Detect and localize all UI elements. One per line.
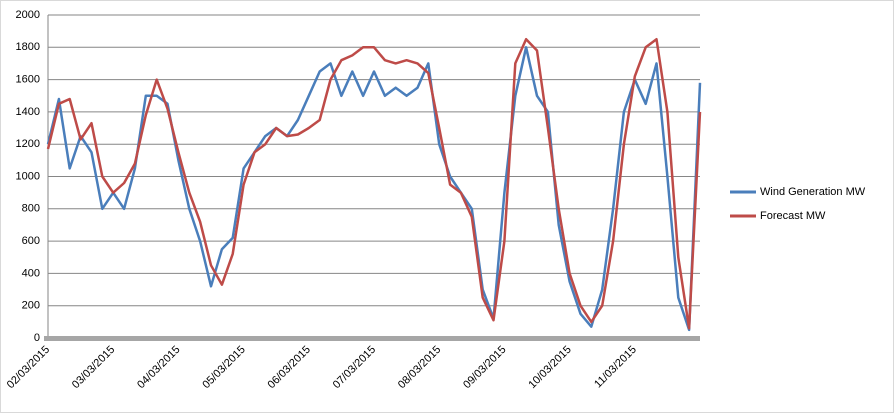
y-tick-label: 1200: [16, 138, 40, 150]
y-tick-label: 2000: [16, 9, 40, 21]
y-tick-label: 600: [22, 235, 40, 247]
y-tick-label: 1000: [16, 170, 40, 182]
y-tick-label: 1400: [16, 106, 40, 118]
y-tick-label: 1800: [16, 41, 40, 53]
y-tick-label: 0: [34, 332, 40, 344]
y-tick-label: 200: [22, 300, 40, 312]
x-axis-band: [44, 336, 700, 341]
legend-label: Wind Generation MW: [760, 186, 866, 198]
series-line: [46, 46, 702, 332]
y-tick-label: 1600: [16, 74, 40, 86]
legend-label: Forecast MW: [760, 210, 826, 222]
series-line: [46, 37, 702, 330]
y-tick-label: 800: [22, 203, 40, 215]
y-tick-label: 400: [22, 267, 40, 279]
